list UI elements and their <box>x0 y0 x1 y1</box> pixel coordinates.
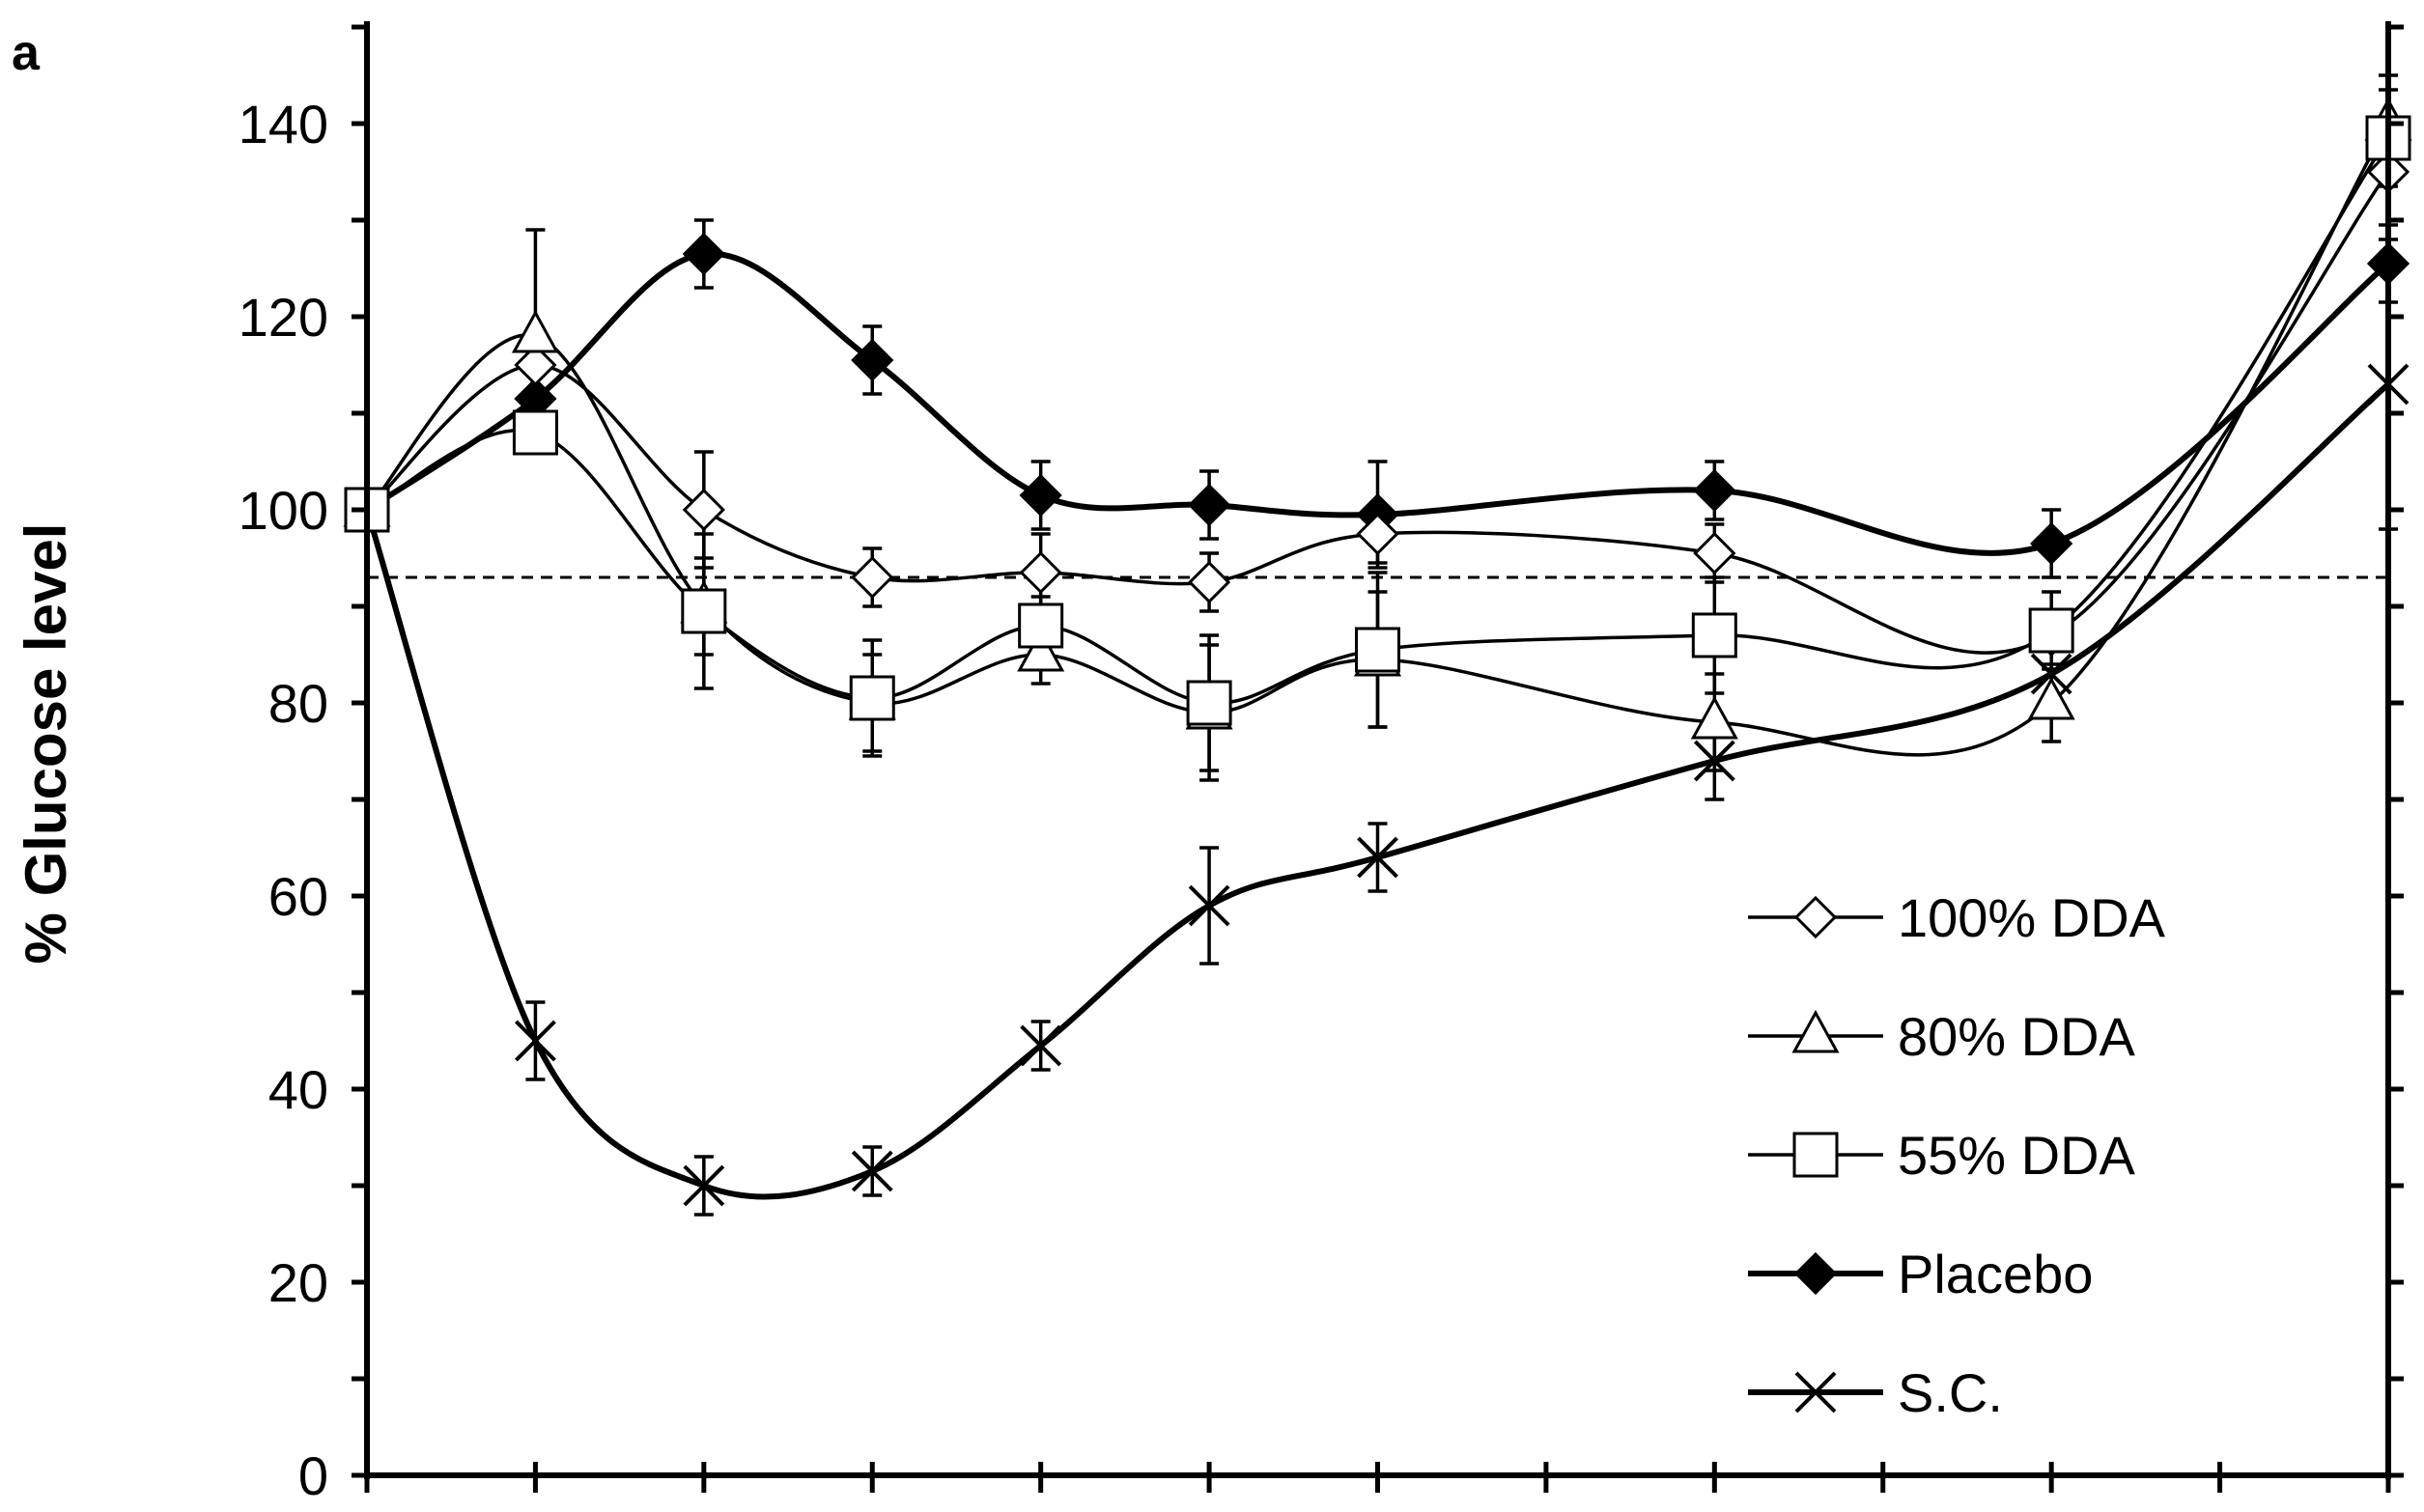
y-axis-title: % Glucose level <box>14 523 78 965</box>
y-tick-label: 40 <box>268 1059 328 1120</box>
data-point-55-dda <box>1018 602 1064 649</box>
y-tick-label: 80 <box>268 673 328 734</box>
y-tick-label: 100 <box>239 480 328 541</box>
data-point-100-dda <box>1693 531 1736 575</box>
y-tick-label: 20 <box>268 1252 328 1313</box>
data-point-s-c <box>683 1164 725 1207</box>
legend-label-placebo: Placebo <box>1898 1244 2093 1304</box>
data-point-55-dda <box>512 409 558 456</box>
legend-marker-100-dda <box>1793 895 1838 939</box>
y-tick-label: 120 <box>239 287 328 348</box>
data-point-55-dda <box>1186 680 1232 726</box>
legend: 100% DDA 80% DDA 55% DDA Placebo S.C. <box>1748 887 2166 1423</box>
axes-layer: 0 20 40 60 80 100 120 140 <box>239 21 2404 1506</box>
data-point-s-c <box>1357 836 1398 879</box>
data-point-s-c <box>2030 653 2072 695</box>
series-line-s-c <box>364 381 2390 1200</box>
legend-label-100-dda: 100% DDA <box>1898 887 2166 948</box>
legend-label-55-dda: 55% DDA <box>1898 1125 2136 1186</box>
data-point-100-dda <box>514 343 557 387</box>
data-point-100-dda <box>682 488 725 532</box>
data-point-s-c <box>851 1150 893 1192</box>
panel-label: a <box>12 25 41 81</box>
data-point-100-dda <box>1356 512 1399 556</box>
legend-label-80-dda: 80% DDA <box>1898 1006 2136 1067</box>
legend-marker-80-dda <box>1791 1009 1840 1053</box>
data-point-s-c <box>1188 884 1230 927</box>
data-point-placebo <box>851 338 894 382</box>
legend-label-s-c: S.C. <box>1898 1362 2003 1423</box>
data-point-55-dda <box>2028 607 2074 654</box>
y-tick-label: 140 <box>239 94 328 154</box>
y-tick-label: 60 <box>268 866 328 927</box>
data-point-80-dda <box>1690 695 1738 740</box>
data-point-80-dda <box>511 309 559 353</box>
data-point-placebo <box>1693 468 1736 513</box>
data-point-55-dda <box>1691 612 1737 658</box>
legend-marker-placebo <box>1793 1251 1838 1296</box>
data-point-100-dda <box>851 555 894 600</box>
data-point-80-dda <box>2027 676 2075 720</box>
data-point-placebo <box>2030 521 2073 566</box>
data-point-s-c <box>515 1020 556 1062</box>
data-point-100-dda <box>1019 550 1062 595</box>
series-layer <box>343 73 2412 1217</box>
data-point-55-dda <box>849 675 895 721</box>
data-point-s-c <box>1020 1024 1062 1067</box>
legend-marker-55-dda <box>1792 1132 1839 1178</box>
data-point-placebo <box>1019 473 1062 518</box>
data-point-55-dda <box>1355 627 1400 673</box>
data-point-80-dda <box>1017 628 1065 672</box>
legend-marker-s-c <box>1794 1371 1837 1414</box>
data-point-55-dda <box>681 588 727 634</box>
data-point-100-dda <box>1187 560 1231 604</box>
data-point-placebo <box>1187 483 1231 527</box>
data-point-s-c <box>1693 740 1735 782</box>
data-point-placebo <box>682 232 725 276</box>
y-tick-label: 0 <box>298 1445 328 1506</box>
